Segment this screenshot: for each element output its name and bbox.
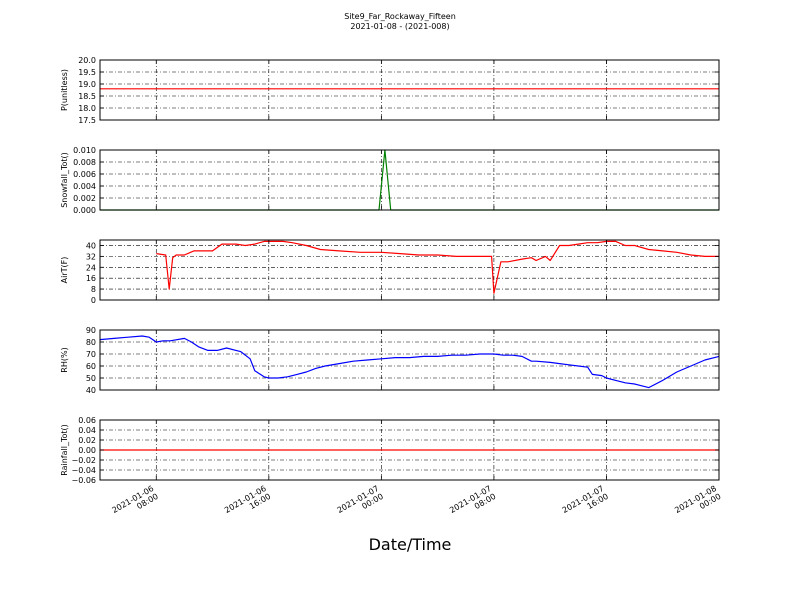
y-tick-label: 18.0 [78,104,96,113]
y-tick-label: 90 [86,326,96,335]
y-tick-label: 80 [86,338,96,347]
series-line-3-1 [156,240,719,294]
y-axis-label: P(unitless) [60,69,69,111]
plot-frame [99,59,720,121]
y-tick-label: 0.002 [73,194,96,203]
y-tick-label: 17.5 [78,116,96,125]
y-tick-label: 0.00 [78,446,96,455]
y-tick-label: −0.06 [71,476,96,485]
y-axis-label: RH(%) [60,347,69,372]
y-tick-label: 0.02 [78,436,96,445]
y-tick-label: 16 [86,274,96,283]
subplot-3: 0 8 16 24 32 40 AirT(F) [60,239,720,305]
figure-subtitle: 2021-01-08 - (2021-008) [350,22,449,31]
y-tick-label: 8 [91,285,96,294]
y-tick-label: 40 [86,386,96,395]
figure-title: Site9_Far_Rockaway_Fifteen [344,12,456,21]
y-tick-label: 0.010 [73,146,96,155]
y-axis-label: AirT(F) [60,257,69,284]
y-tick-label: 19.0 [78,80,96,89]
y-tick-label: 60 [86,362,96,371]
y-tick-label: 18.5 [78,92,96,101]
subplot-2: 0.000 0.002 0.004 0.006 0.008 0.010 Snowfall_T… [60,146,720,215]
plot-frame [99,239,720,301]
x-axis-label: Date/Time [369,535,452,554]
y-tick-label: −0.02 [71,456,96,465]
y-axis-label: Snowfall_Tot() [60,152,69,208]
y-tick-label: 50 [86,374,96,383]
y-tick-label: 20.0 [78,56,96,65]
y-tick-label: 0.000 [73,206,96,215]
y-tick-label: 40 [86,241,96,250]
subplots: 17.518.018.519.019.520.0P(unitless)0.000… [60,56,723,515]
y-tick-label: 0.06 [78,416,96,425]
y-tick-label: 24 [86,263,96,272]
y-tick-label: 0.006 [73,170,96,179]
y-tick-label: 0 [91,296,96,305]
subplot-5: −0.06−0.04−0.020.000.020.040.06 Rainfall_… [60,416,720,485]
y-tick-label: 0.008 [73,158,96,167]
y-tick-label: 19.5 [78,68,96,77]
plot-frame [99,149,720,211]
y-axis-label: Rainfall_Tot() [60,424,69,476]
y-tick-label: 32 [86,252,96,261]
y-tick-label: 70 [86,350,96,359]
series-line-4-1 [99,335,720,389]
y-tick-label: 0.04 [78,426,96,435]
subplot-1: 17.5 18.0 18.5 19.0 19.5 20.0 P(unitless) [60,56,720,125]
subplot-4: 40 50 60 70 80 90 RH(%) [60,326,720,395]
y-tick-label: −0.04 [71,466,96,475]
plot-frame [99,329,720,391]
y-tick-label: 0.004 [73,182,96,191]
